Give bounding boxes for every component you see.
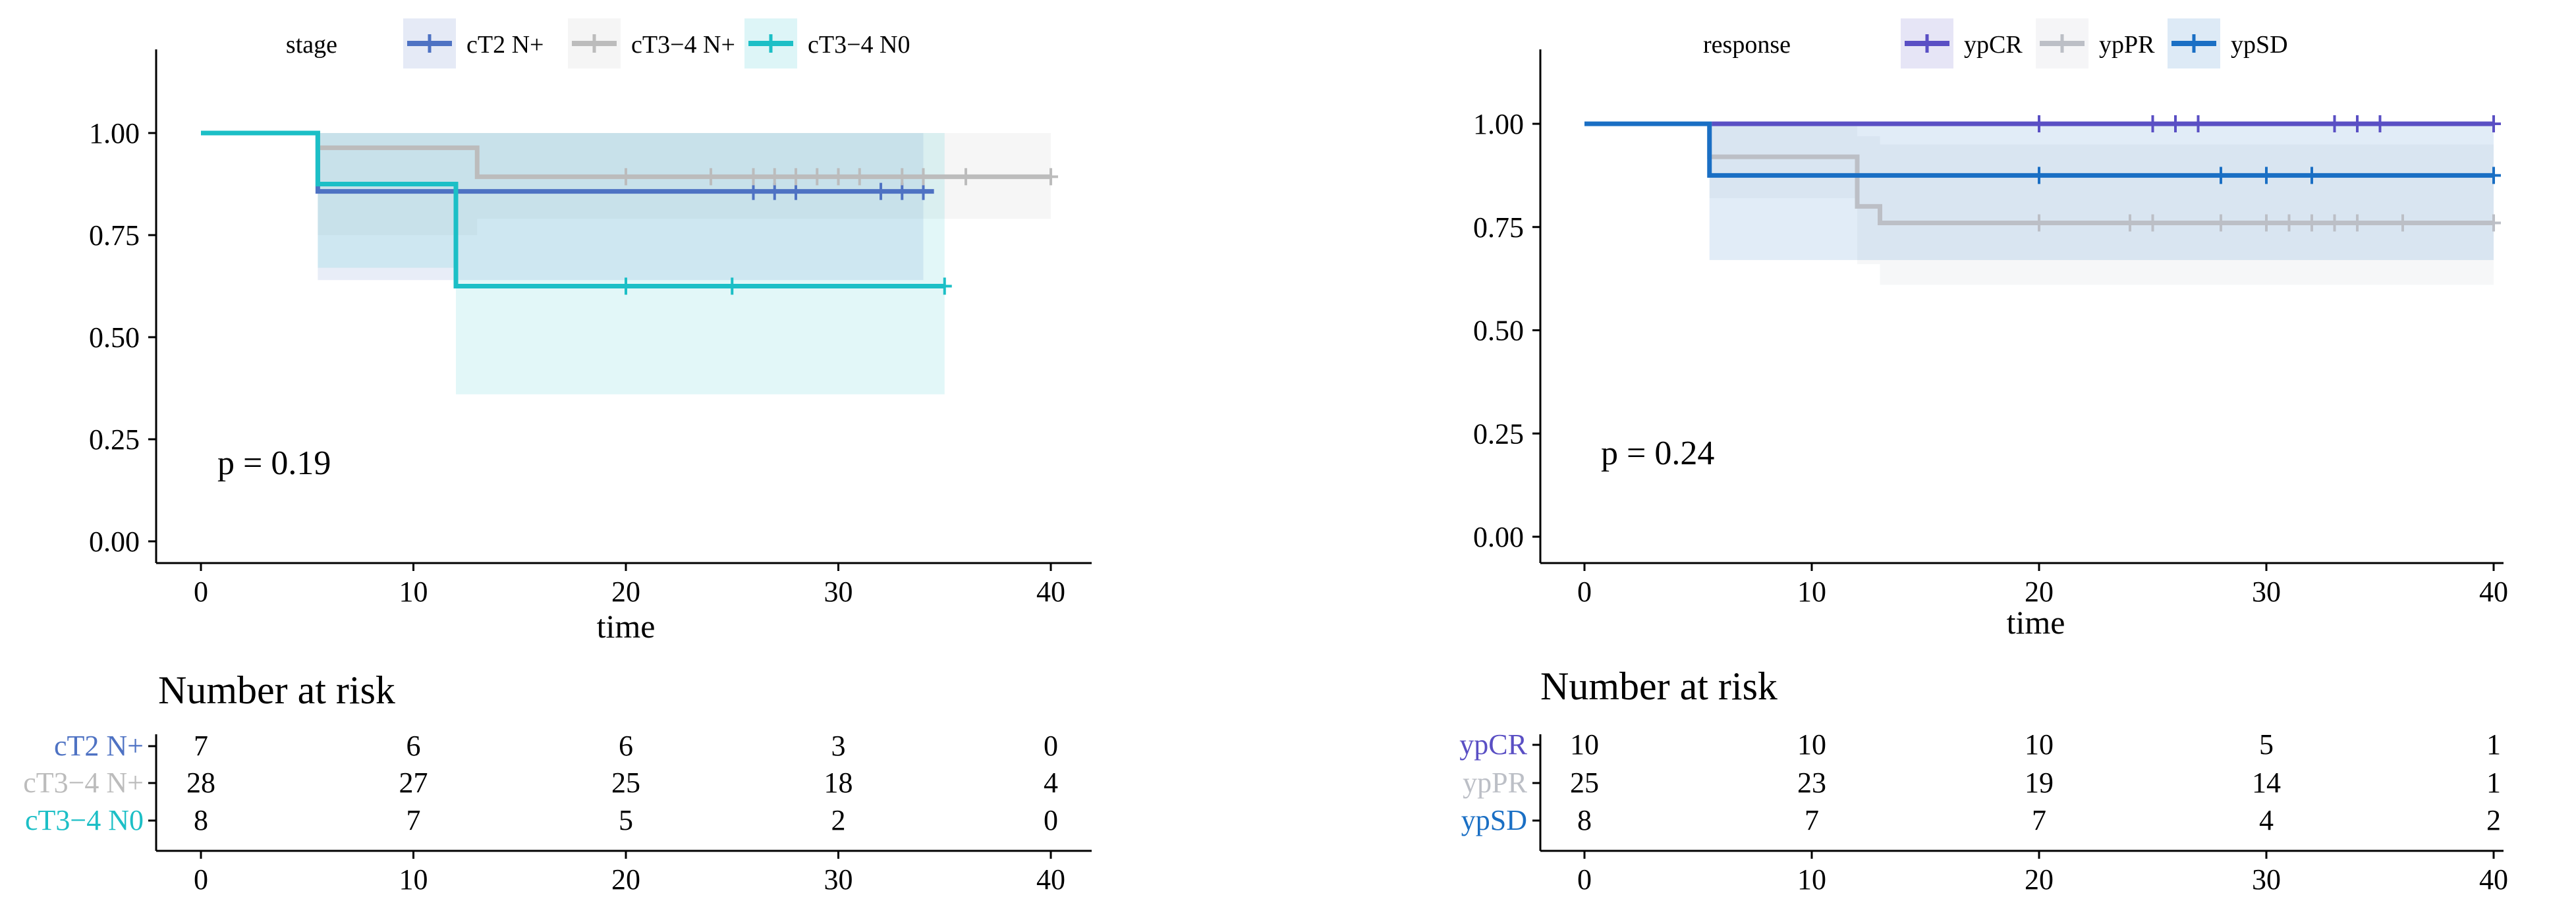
legend-label: cT3−4 N0 — [808, 31, 910, 59]
legend-title: response — [1703, 31, 1791, 59]
km-panel-2: response ypCR ypPR ypSD 0.00 0.25 0.50 0.75 1.00… — [1459, 18, 2508, 896]
risk-count: 0 — [1044, 730, 1058, 762]
x-tick-label: 10 — [399, 576, 428, 608]
risk-count: 19 — [2025, 767, 2054, 799]
risk-count: 2 — [2486, 804, 2501, 836]
risk-count: 14 — [2252, 767, 2281, 799]
risk-count: 5 — [2259, 728, 2274, 761]
risk-x-tick-label: 10 — [1797, 863, 1826, 896]
x-axis-title: time — [2007, 604, 2065, 641]
risk-count: 7 — [1805, 804, 1819, 836]
legend-label: cT3−4 N+ — [631, 31, 735, 59]
y-tick-label: 0.50 — [89, 321, 140, 354]
y-tick-label: 0.00 — [89, 526, 140, 558]
risk-count: 6 — [406, 730, 421, 762]
risk-count: 7 — [194, 730, 208, 762]
x-tick-label: 20 — [611, 576, 640, 608]
y-tick-label: 1.00 — [1473, 108, 1524, 140]
risk-count: 8 — [1577, 804, 1592, 836]
risk-count: 6 — [619, 730, 633, 762]
risk-row-label: cT2 N+ — [54, 730, 144, 762]
risk-count: 8 — [194, 804, 208, 836]
risk-count: 18 — [824, 767, 853, 799]
legend-label: ypCR — [1964, 31, 2023, 59]
risk-count: 5 — [619, 804, 633, 836]
risk-x-tick-label: 20 — [611, 863, 640, 896]
risk-x-tick-label: 20 — [2025, 863, 2054, 896]
risk-count: 7 — [2032, 804, 2046, 836]
risk-count: 0 — [1044, 804, 1058, 836]
x-tick-label: 20 — [2025, 576, 2054, 608]
risk-count: 25 — [611, 767, 640, 799]
risk-count: 4 — [1044, 767, 1058, 799]
risk-row-label: ypSD — [1461, 804, 1527, 836]
risk-count: 10 — [1570, 728, 1599, 761]
y-tick-label: 0.50 — [1473, 315, 1524, 347]
risk-count: 10 — [2025, 728, 2054, 761]
legend-label: ypSD — [2231, 31, 2288, 59]
risk-table-title: Number at risk — [1540, 664, 1778, 708]
risk-row-label: cT3−4 N0 — [25, 804, 144, 836]
ci-band-2 — [1584, 124, 2494, 285]
risk-row-label: ypCR — [1459, 728, 1527, 761]
risk-count: 25 — [1570, 767, 1599, 799]
risk-table-title: Number at risk — [158, 668, 395, 712]
legend-title: stage — [286, 31, 337, 59]
survival-curve-3 — [201, 130, 945, 288]
x-tick-label: 40 — [2479, 576, 2508, 608]
y-tick-label: 0.75 — [1473, 211, 1524, 244]
risk-count: 27 — [399, 767, 428, 799]
risk-table: Number at risk ypCR 10 10 10 5 1 ypPR 25 23 19 14 1 y… — [1459, 664, 2508, 896]
risk-row-label: cT3−4 N+ — [23, 767, 144, 799]
x-axis-title: time — [597, 608, 656, 645]
risk-count: 10 — [1797, 728, 1826, 761]
y-tick-label: 0.75 — [89, 219, 140, 252]
ci-band-3 — [1584, 124, 2494, 260]
ci-band-3 — [201, 133, 945, 394]
risk-x-tick-label: 0 — [194, 863, 208, 896]
survival-curve-3 — [1584, 121, 2494, 178]
risk-count: 2 — [831, 804, 846, 836]
x-tick-label: 10 — [1797, 576, 1826, 608]
risk-count: 1 — [2486, 767, 2501, 799]
x-tick-label: 0 — [194, 576, 208, 608]
y-tick-label: 1.00 — [89, 117, 140, 149]
risk-count: 1 — [2486, 728, 2501, 761]
km-panel-1: stage cT2 N+ cT3−4 N+ cT3−4 N0 0.00 0.25 0.50 0… — [23, 18, 1092, 896]
risk-x-tick-label: 10 — [399, 863, 428, 896]
risk-count: 23 — [1797, 767, 1826, 799]
y-tick-label: 0.25 — [89, 423, 140, 456]
risk-count: 7 — [406, 804, 421, 836]
risk-x-tick-label: 30 — [2252, 863, 2281, 896]
y-tick-label: 0.00 — [1473, 521, 1524, 553]
x-tick-label: 30 — [824, 576, 853, 608]
legend-label: ypPR — [2099, 31, 2155, 59]
x-tick-label: 30 — [2252, 576, 2281, 608]
p-value: p = 0.19 — [217, 445, 331, 482]
risk-row-label: ypPR — [1463, 767, 1527, 799]
risk-x-tick-label: 40 — [2479, 863, 2508, 896]
legend: stage cT2 N+ cT3−4 N+ cT3−4 N0 — [286, 18, 910, 68]
risk-x-tick-label: 30 — [824, 863, 853, 896]
legend: response ypCR ypPR ypSD — [1703, 18, 2288, 68]
ci-band-1 — [201, 133, 924, 281]
risk-count: 3 — [831, 730, 846, 762]
risk-x-tick-label: 0 — [1577, 863, 1592, 896]
y-tick-label: 0.25 — [1473, 418, 1524, 450]
risk-count: 4 — [2259, 804, 2274, 836]
x-tick-label: 0 — [1577, 576, 1592, 608]
risk-x-tick-label: 40 — [1036, 863, 1065, 896]
risk-count: 28 — [186, 767, 215, 799]
p-value: p = 0.24 — [1601, 435, 1714, 472]
legend-label: cT2 N+ — [466, 31, 544, 59]
x-tick-label: 40 — [1036, 576, 1065, 608]
